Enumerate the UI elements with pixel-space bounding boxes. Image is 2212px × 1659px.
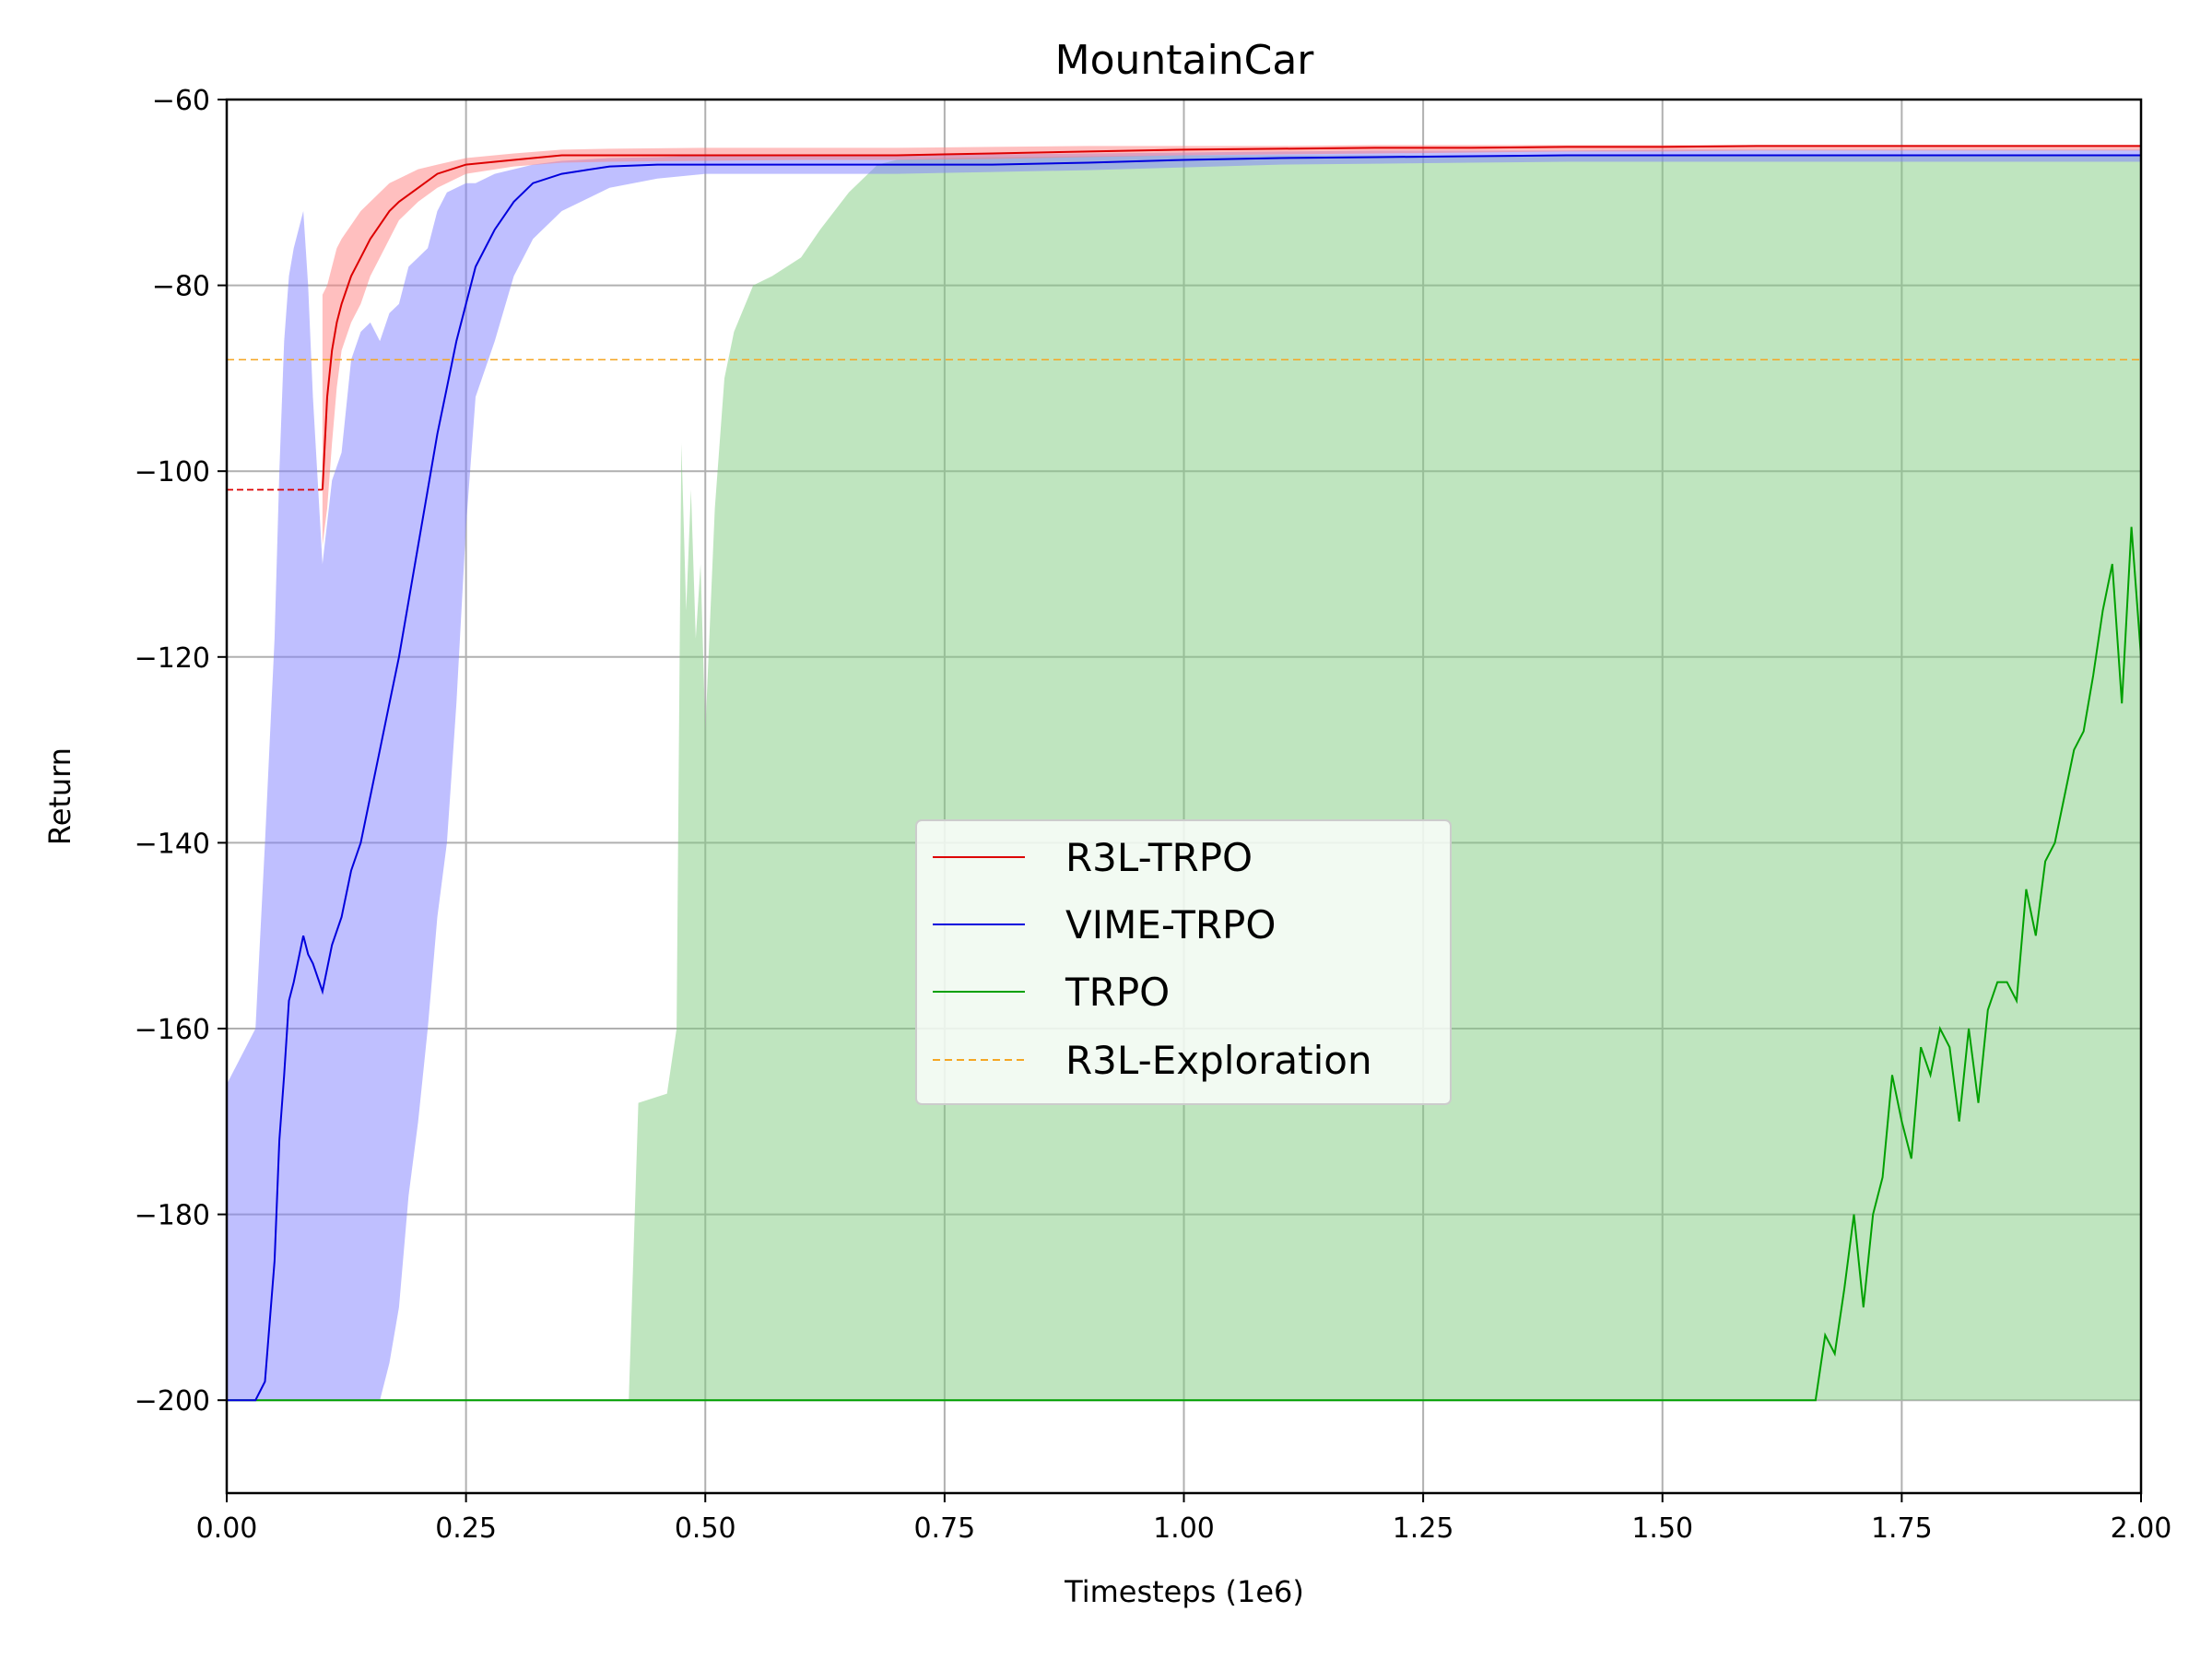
y-tick-label: −140	[135, 828, 210, 860]
x-tick-label: 1.25	[1393, 1512, 1454, 1545]
x-tick-label: 2.00	[2111, 1512, 2172, 1545]
y-tick-label: −60	[152, 85, 210, 117]
x-tick-label: 0.00	[196, 1512, 258, 1545]
r3l-trpo-line	[321, 145, 2141, 490]
x-tick-label: 0.75	[913, 1512, 975, 1545]
chart-title: MountainCar	[1055, 37, 1315, 84]
x-axis-title: Timesteps (1e6)	[1064, 1574, 1304, 1609]
legend-label-r3l-trpo: R3L-TRPO	[1065, 835, 1253, 880]
vime-trpo-band	[227, 149, 2141, 1401]
legend-label-r3l-exploration: R3L-Exploration	[1065, 1038, 1372, 1083]
legend: R3L-TRPO VIME-TRPO TRPO R3L-Exploration	[915, 819, 1452, 1105]
legend-label-vime-trpo: VIME-TRPO	[1065, 902, 1276, 947]
x-tick-label: 0.25	[435, 1512, 497, 1545]
x-tick-label: 1.00	[1153, 1512, 1215, 1545]
y-tick-label: −200	[135, 1385, 210, 1418]
legend-box	[915, 819, 1452, 1105]
axis-ticks: 0.00 0.25 0.50 0.75 1.00 1.25 1.50 1.75 2.00 −200…	[135, 85, 2172, 1545]
series-lines	[227, 145, 2142, 1402]
legend-label-trpo: TRPO	[1065, 970, 1170, 1015]
y-tick-label: −180	[135, 1200, 210, 1232]
trpo-line	[227, 526, 2142, 1402]
trpo-band	[629, 155, 2142, 1401]
y-tick-label: −100	[135, 456, 210, 488]
y-tick-label: −80	[152, 271, 210, 303]
vime-trpo-line	[227, 154, 2141, 1402]
y-tick-label: −120	[135, 642, 210, 675]
x-tick-label: 0.50	[675, 1512, 736, 1545]
x-tick-label: 1.75	[1871, 1512, 1933, 1545]
y-tick-label: −160	[135, 1014, 210, 1046]
x-tick-label: 1.50	[1631, 1512, 1693, 1545]
y-axis-title: Return	[42, 747, 77, 845]
